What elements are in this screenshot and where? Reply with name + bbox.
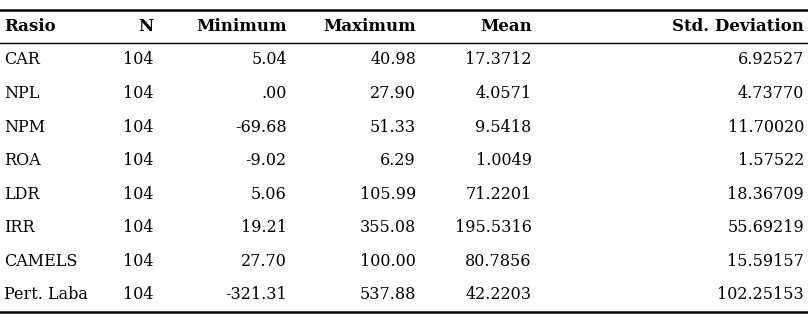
Text: 104: 104 (123, 119, 154, 135)
Text: 104: 104 (123, 85, 154, 102)
Text: 100.00: 100.00 (360, 253, 416, 270)
Text: 104: 104 (123, 219, 154, 236)
Text: 40.98: 40.98 (370, 52, 416, 68)
Text: Maximum: Maximum (323, 18, 416, 35)
Text: 104: 104 (123, 253, 154, 270)
Text: LDR: LDR (4, 186, 40, 203)
Text: 6.92527: 6.92527 (738, 52, 804, 68)
Text: CAR: CAR (4, 52, 40, 68)
Text: NPL: NPL (4, 85, 40, 102)
Text: 1.0049: 1.0049 (476, 152, 532, 169)
Text: 27.90: 27.90 (370, 85, 416, 102)
Text: Rasio: Rasio (4, 18, 56, 35)
Text: 104: 104 (123, 186, 154, 203)
Text: 80.7856: 80.7856 (465, 253, 532, 270)
Text: 55.69219: 55.69219 (727, 219, 804, 236)
Text: 9.5418: 9.5418 (475, 119, 532, 135)
Text: 17.3712: 17.3712 (465, 52, 532, 68)
Text: Pert. Laba: Pert. Laba (4, 286, 88, 303)
Text: 15.59157: 15.59157 (727, 253, 804, 270)
Text: 104: 104 (123, 52, 154, 68)
Text: Std. Deviation: Std. Deviation (672, 18, 804, 35)
Text: -69.68: -69.68 (235, 119, 287, 135)
Text: 195.5316: 195.5316 (455, 219, 532, 236)
Text: 4.73770: 4.73770 (738, 85, 804, 102)
Text: 5.06: 5.06 (251, 186, 287, 203)
Text: .00: .00 (262, 85, 287, 102)
Text: 104: 104 (123, 286, 154, 303)
Text: 104: 104 (123, 152, 154, 169)
Text: 1.57522: 1.57522 (738, 152, 804, 169)
Text: -321.31: -321.31 (225, 286, 287, 303)
Text: CAMELS: CAMELS (4, 253, 78, 270)
Text: 102.25153: 102.25153 (718, 286, 804, 303)
Text: 19.21: 19.21 (241, 219, 287, 236)
Text: 537.88: 537.88 (360, 286, 416, 303)
Text: 51.33: 51.33 (370, 119, 416, 135)
Text: 6.29: 6.29 (381, 152, 416, 169)
Text: 4.0571: 4.0571 (476, 85, 532, 102)
Text: NPM: NPM (4, 119, 45, 135)
Text: 27.70: 27.70 (241, 253, 287, 270)
Text: 42.2203: 42.2203 (465, 286, 532, 303)
Text: IRR: IRR (4, 219, 35, 236)
Text: N: N (138, 18, 154, 35)
Text: ROA: ROA (4, 152, 40, 169)
Text: Mean: Mean (480, 18, 532, 35)
Text: -9.02: -9.02 (246, 152, 287, 169)
Text: 5.04: 5.04 (251, 52, 287, 68)
Text: 355.08: 355.08 (360, 219, 416, 236)
Text: 105.99: 105.99 (360, 186, 416, 203)
Text: Minimum: Minimum (196, 18, 287, 35)
Text: 11.70020: 11.70020 (727, 119, 804, 135)
Text: 71.2201: 71.2201 (465, 186, 532, 203)
Text: 18.36709: 18.36709 (727, 186, 804, 203)
